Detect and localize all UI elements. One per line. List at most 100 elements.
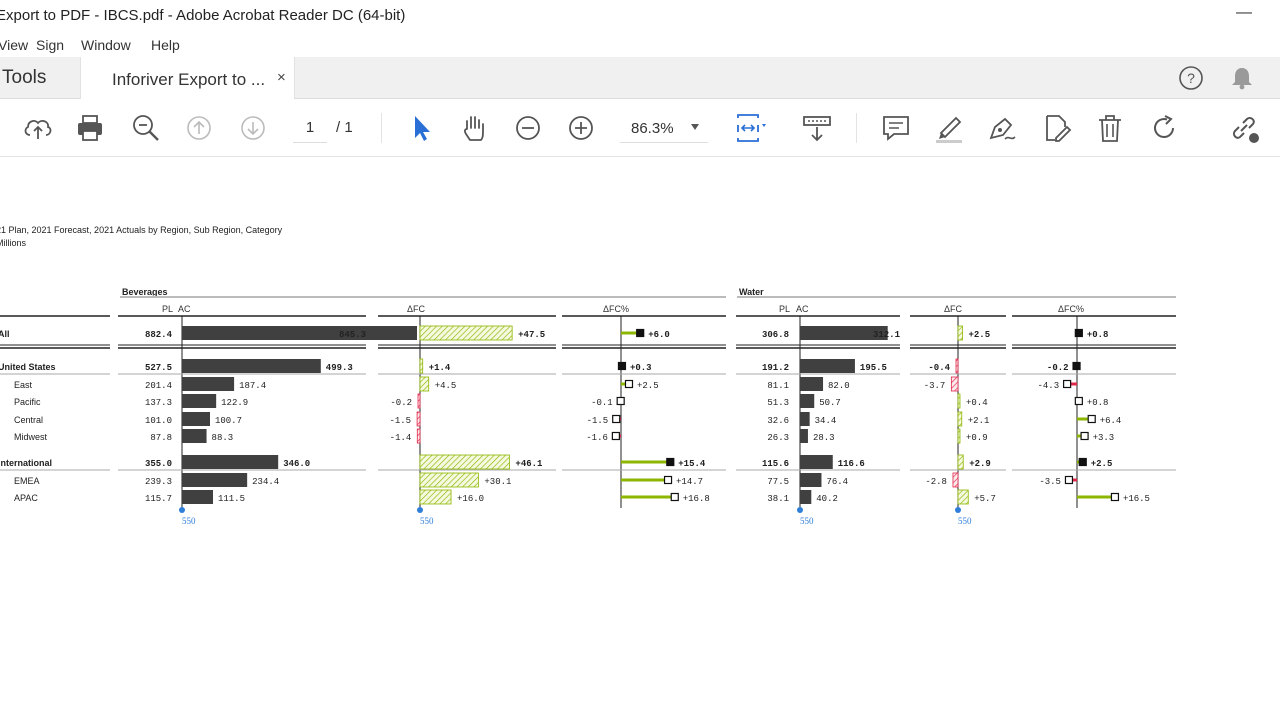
menu-help[interactable]: Help — [151, 37, 180, 53]
pl-value: 115.7 — [145, 494, 172, 504]
pl-value: 87.8 — [150, 433, 172, 443]
pl-value: 527.5 — [145, 363, 172, 373]
header-pl: PL — [779, 304, 790, 314]
row-label: United States — [0, 362, 56, 372]
header-ac: AC — [796, 304, 809, 314]
dfcp-pin-head — [617, 361, 627, 371]
find-zoom-icon[interactable] — [129, 111, 163, 145]
dfcp-value: -3.5 — [1039, 477, 1061, 487]
dfc-value: +4.5 — [435, 381, 457, 391]
share-link-icon[interactable] — [1227, 111, 1261, 145]
chevron-down-icon — [691, 124, 699, 130]
pl-value: 32.6 — [767, 416, 789, 426]
rotate-icon[interactable] — [1147, 111, 1181, 145]
dfcp-value: -1.6 — [586, 433, 608, 443]
prev-page-icon[interactable] — [182, 111, 216, 145]
upload-icon[interactable] — [21, 111, 55, 145]
toolbar-divider — [381, 113, 382, 143]
report-title: 21 Plan, 2021 Forecast, 2021 Actuals by … — [0, 225, 283, 235]
dfc-bar — [419, 358, 424, 374]
zoom-level-value: 86.3% — [631, 120, 674, 137]
dfc-value: +0.4 — [966, 398, 988, 408]
print-icon[interactable] — [73, 111, 107, 145]
dfc-value: +46.1 — [515, 459, 543, 469]
dfc-bar — [957, 428, 961, 444]
dfcp-value: +16.8 — [683, 494, 710, 504]
pl-value: 306.8 — [762, 330, 789, 340]
ac-bar — [800, 377, 824, 391]
ac-value: 34.4 — [815, 416, 837, 426]
scale-marker-label: 550 — [182, 516, 196, 526]
ac-value: 346.0 — [283, 459, 310, 469]
scroll-mode-icon[interactable] — [800, 111, 834, 145]
row-label: Central — [14, 415, 43, 425]
dfcp-pin-head — [1078, 457, 1087, 467]
pl-value: 137.3 — [145, 398, 172, 408]
dfcp-value: +0.8 — [1087, 330, 1109, 340]
ac-value: 187.4 — [239, 381, 266, 391]
notification-bell-icon[interactable] — [1229, 65, 1255, 91]
dfc-value: -0.2 — [390, 398, 412, 408]
highlight-icon[interactable] — [932, 111, 966, 145]
dfc-bar — [419, 454, 510, 470]
dfcp-pin-head — [670, 492, 679, 502]
dfcp-pin-head — [611, 431, 620, 441]
menu-view[interactable]: View — [0, 37, 29, 53]
pl-value: 81.1 — [767, 381, 789, 391]
dfc-value: +5.7 — [974, 494, 996, 504]
select-icon[interactable] — [404, 111, 438, 145]
menu-window[interactable]: Window — [81, 37, 131, 53]
dfc-bar — [957, 325, 963, 341]
pl-value: 355.0 — [145, 459, 172, 469]
pl-value: 77.5 — [767, 477, 789, 487]
edit-icon[interactable] — [1039, 111, 1073, 145]
page-total: / 1 — [336, 119, 353, 136]
dfc-bar — [419, 489, 452, 505]
header-dfcp: ΔFC% — [603, 304, 629, 314]
hand-icon[interactable] — [457, 111, 491, 145]
menu-sign[interactable]: Sign — [36, 37, 65, 53]
dfcp-pin-head — [1064, 475, 1074, 485]
minimize-button[interactable]: — — [1236, 4, 1252, 21]
panel-title: Water — [739, 287, 764, 297]
tab-tools[interactable]: Tools — [2, 67, 47, 88]
dfc-value: +1.4 — [429, 363, 451, 373]
ac-value: 50.7 — [819, 398, 841, 408]
ac-bar — [182, 429, 207, 443]
scale-marker-label: 550 — [958, 516, 972, 526]
fit-page-icon[interactable] — [733, 111, 767, 145]
comment-icon[interactable] — [879, 111, 913, 145]
dfcp-value: -1.5 — [587, 416, 609, 426]
ac-bar — [182, 412, 210, 426]
zoom-out-icon[interactable] — [511, 111, 545, 145]
zoom-level-select[interactable]: 86.3% — [620, 113, 708, 143]
scale-marker-label: 550 — [800, 516, 814, 526]
header-ac: AC — [178, 304, 191, 314]
next-page-icon[interactable] — [236, 111, 270, 145]
dfcp-value: +3.3 — [1093, 433, 1115, 443]
ibcs-report-table: Beverages PL AC ΔFC ΔFC% 550 550 All 882.4 845.3 +… — [0, 287, 1176, 526]
ac-bar — [182, 359, 321, 373]
close-tab-icon[interactable]: × — [277, 69, 286, 86]
header-dfcp: ΔFC% — [1058, 304, 1084, 314]
delete-icon[interactable] — [1093, 111, 1127, 145]
header-dfc: ΔFC — [944, 304, 963, 314]
help-icon[interactable]: ? — [1178, 65, 1204, 91]
ac-bar — [182, 473, 248, 487]
report-unit: Millions — [0, 238, 27, 248]
page-number-input[interactable]: 1 — [293, 113, 327, 143]
title-bar: Export to PDF - IBCS.pdf - Adobe Acrobat… — [0, 0, 1280, 32]
zoom-in-icon[interactable] — [564, 111, 598, 145]
dfcp-value: +15.4 — [678, 459, 706, 469]
tab-document[interactable]: Inforiver Export to ... × — [80, 57, 295, 99]
ac-value: 499.3 — [326, 363, 353, 373]
dfcp-pin-head — [1074, 396, 1083, 406]
toolbar-divider — [856, 113, 857, 143]
dfc-value: +16.0 — [457, 494, 484, 504]
dfcp-value: +14.7 — [676, 477, 703, 487]
draw-icon[interactable] — [985, 111, 1019, 145]
header-dfc: ΔFC — [407, 304, 426, 314]
ac-bar — [182, 377, 235, 391]
dfc-value: -2.8 — [925, 477, 947, 487]
dfcp-pin-head — [1072, 361, 1081, 371]
